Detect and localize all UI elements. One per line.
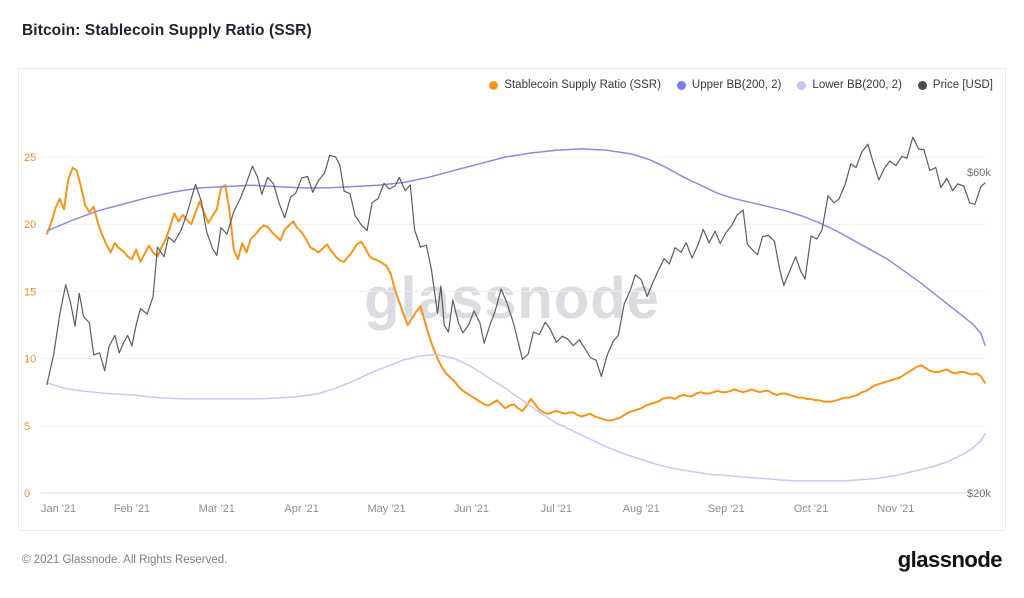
legend-item-lower-bb[interactable]: Lower BB(200, 2)	[797, 79, 902, 91]
lower-bb-line[interactable]	[46, 353, 986, 482]
page: Bitcoin: Stablecoin Supply Ratio (SSR) g…	[0, 22, 1024, 573]
price-legend-dot-icon	[917, 80, 927, 90]
chart-card: glassnode 0 5 10 15 20 25 Jan '21 Feb '21 Mar '2…	[18, 68, 1006, 531]
x-tick-label: May '21	[367, 503, 405, 515]
y-tick-label: 15	[24, 286, 36, 298]
price-tick-label: $20k	[967, 488, 991, 500]
x-tick-label: Jul '21	[541, 503, 572, 515]
upper-bb-legend-dot-icon	[676, 80, 686, 90]
price-line[interactable]	[46, 136, 986, 385]
y-tick-label: 5	[24, 421, 30, 433]
copyright-text: © 2021 Glassnode. All Rights Reserved.	[22, 554, 228, 566]
lower-bb-legend-dot-icon	[797, 80, 807, 90]
legend-label-ssr: Stablecoin Supply Ratio (SSR)	[504, 79, 661, 91]
y-tick-label: 20	[24, 219, 36, 231]
ssr-line[interactable]	[46, 166, 986, 422]
footer: © 2021 Glassnode. All Rights Reserved. g…	[22, 547, 1003, 573]
x-tick-label: Nov '21	[877, 503, 914, 515]
x-tick-label: Feb '21	[114, 503, 150, 515]
y-tick-label: 25	[24, 152, 36, 164]
x-tick-label: Sep '21	[708, 503, 745, 515]
legend-label-lower-bb: Lower BB(200, 2)	[812, 79, 902, 91]
ssr-legend-dot-icon	[489, 80, 499, 90]
price-tick-label: $60k	[967, 167, 991, 179]
upper-bb-line[interactable]	[46, 148, 986, 346]
legend-label-price: Price [USD]	[932, 79, 993, 91]
legend-item-upper-bb[interactable]: Upper BB(200, 2)	[676, 79, 782, 91]
x-tick-label: Jan '21	[41, 503, 76, 515]
chart-svg[interactable]: 0 5 10 15 20 25 Jan '21 Feb '21 Mar '21 Apr '21 Ma…	[19, 69, 1005, 530]
x-tick-label: Apr '21	[284, 503, 319, 515]
legend-item-ssr[interactable]: Stablecoin Supply Ratio (SSR)	[489, 79, 661, 91]
x-tick-label: Oct '21	[794, 503, 829, 515]
page-title: Bitcoin: Stablecoin Supply Ratio (SSR)	[22, 22, 312, 39]
chart-legend: Stablecoin Supply Ratio (SSR) Upper BB(2…	[489, 79, 993, 91]
x-tick-label: Mar '21	[199, 503, 235, 515]
glassnode-logo: glassnode	[897, 547, 1003, 572]
y-tick-label: 0	[24, 488, 30, 500]
y-tick-label: 10	[24, 354, 36, 366]
x-tick-label: Aug '21	[623, 503, 660, 515]
legend-label-upper-bb: Upper BB(200, 2)	[691, 79, 782, 91]
legend-item-price[interactable]: Price [USD]	[917, 79, 993, 91]
x-tick-label: Jun '21	[454, 503, 489, 515]
